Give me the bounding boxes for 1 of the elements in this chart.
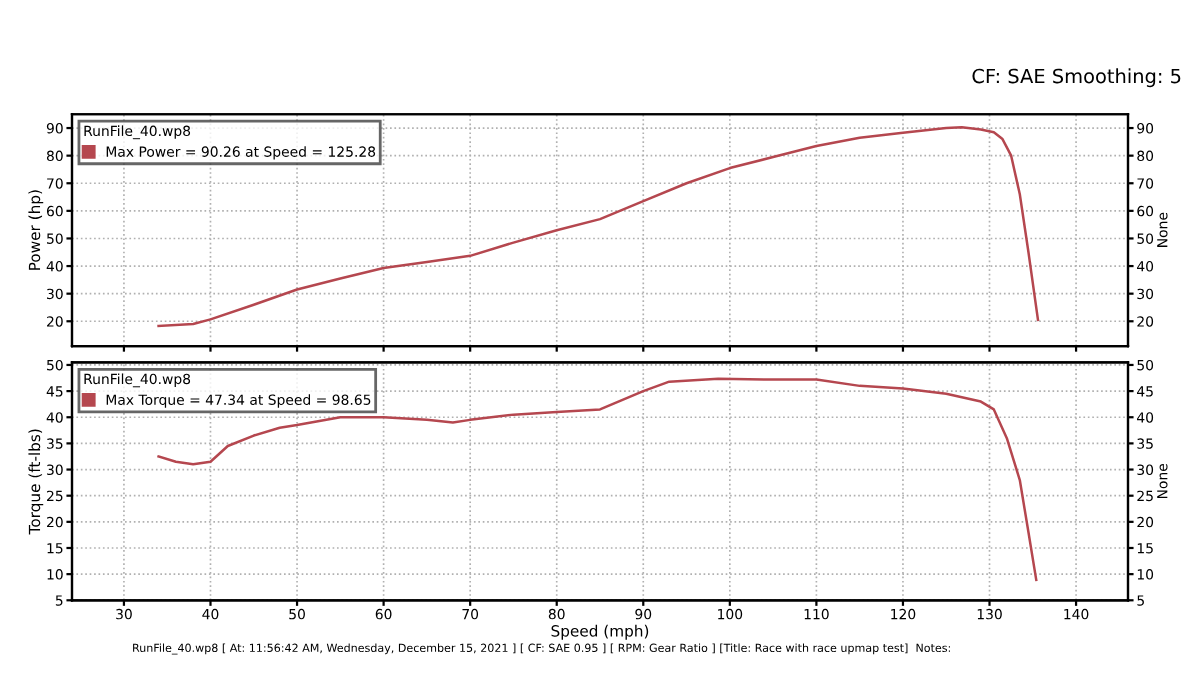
chart-subtitle: CF: SAE Smoothing: 5 [972, 68, 1181, 88]
